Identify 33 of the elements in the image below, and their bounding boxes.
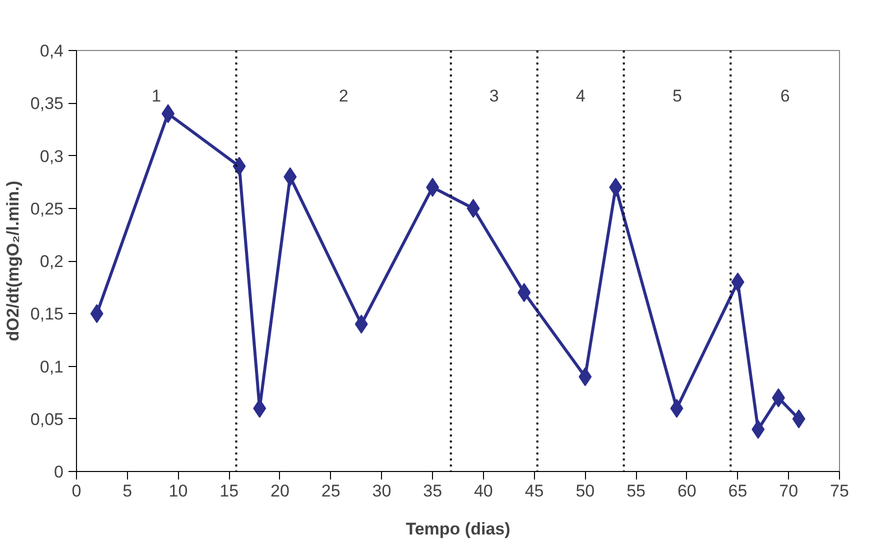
y-tick-label: 0,35 bbox=[30, 94, 64, 114]
y-tick-label: 0,3 bbox=[40, 146, 64, 166]
x-tick-label: 30 bbox=[372, 482, 392, 500]
x-tick-label: 20 bbox=[270, 482, 290, 500]
x-tick-label: 50 bbox=[576, 482, 595, 500]
y-tick-label: 0,2 bbox=[40, 252, 64, 271]
x-tick-label: 5 bbox=[122, 482, 132, 500]
x-tick-label: 25 bbox=[321, 482, 340, 500]
x-tick-label: 0 bbox=[72, 482, 82, 500]
annotation: 3 bbox=[489, 86, 499, 106]
x-tick-label: 60 bbox=[677, 482, 696, 500]
y-tick-label: 0,15 bbox=[30, 304, 64, 324]
annotation: 6 bbox=[780, 86, 790, 106]
annotation: 2 bbox=[338, 86, 348, 106]
x-tick-label: 55 bbox=[626, 482, 646, 500]
x-tick-label: 35 bbox=[423, 482, 442, 500]
x-tick-label: 65 bbox=[728, 482, 748, 500]
annotation: 5 bbox=[672, 86, 682, 106]
x-tick-label: 40 bbox=[474, 482, 493, 500]
y-tick-label: 0,1 bbox=[40, 357, 64, 376]
y-tick-label: 0,05 bbox=[30, 410, 64, 429]
y-tick-label: 0 bbox=[54, 462, 64, 482]
x-tick-label: 75 bbox=[830, 482, 849, 500]
x-tick-label: 15 bbox=[220, 482, 239, 500]
x-tick-label: 10 bbox=[168, 482, 188, 500]
y-axis-title: dO2/dt(mgO₂/l.min.) bbox=[3, 180, 22, 342]
annotation: 4 bbox=[576, 86, 586, 106]
x-tick-label: 70 bbox=[779, 482, 798, 500]
x-tick-label: 45 bbox=[524, 482, 544, 500]
y-tick-label: 0,25 bbox=[30, 199, 64, 218]
x-axis-title: Tempo (dias) bbox=[406, 520, 510, 538]
y-tick-label: 0,4 bbox=[40, 42, 64, 60]
annotation: 1 bbox=[152, 86, 162, 106]
